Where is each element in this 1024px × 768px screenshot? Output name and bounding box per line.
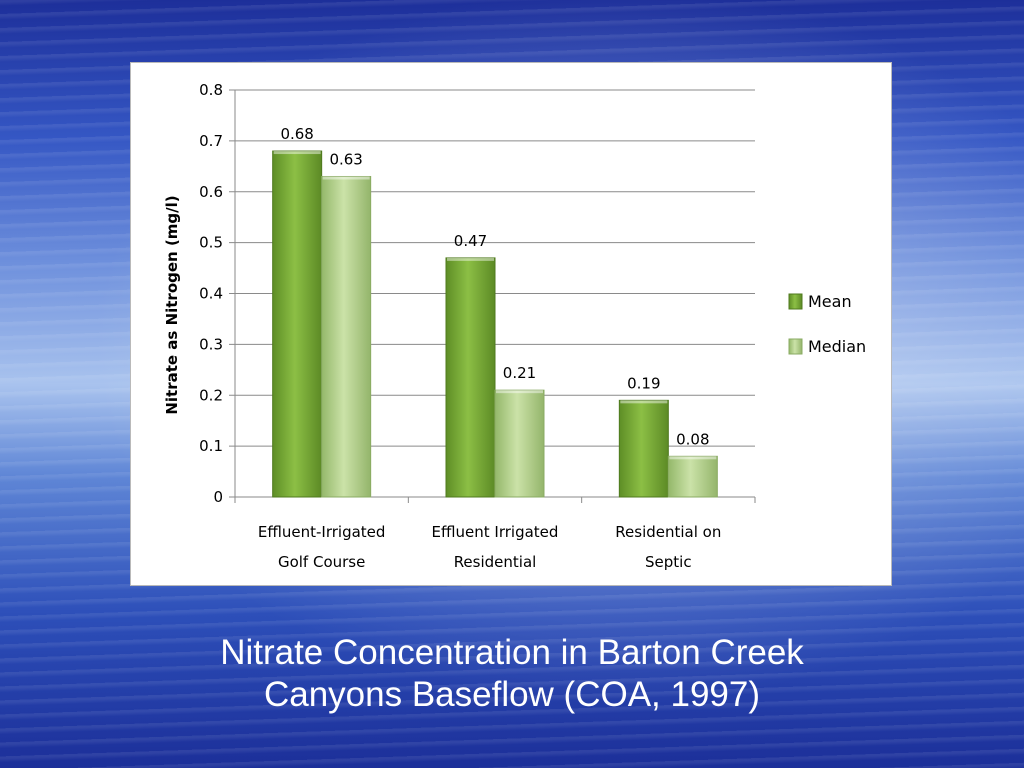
slide-title-line-1: Nitrate Concentration in Barton Creek — [220, 633, 804, 672]
bar-highlight — [496, 390, 543, 394]
data-label: 0.63 — [329, 150, 362, 168]
slide-title-line-2: Canyons Baseflow (COA, 1997) — [263, 675, 761, 714]
category-label: Residential on — [615, 523, 721, 541]
bar-highlight — [447, 257, 494, 261]
axes: 0 0.1 0.2 0.3 0.4 0.5 0.6 0.7 0.8 Effluent-Irriga… — [199, 81, 756, 571]
legend: Mean Median — [788, 292, 866, 356]
legend-swatch-mean — [788, 293, 803, 310]
chart-panel: 0 0.1 0.2 0.3 0.4 0.5 0.6 0.7 0.8 Effluent-Irriga… — [130, 62, 892, 586]
y-tick-label: 0.3 — [199, 335, 223, 353]
bar-chart: 0 0.1 0.2 0.3 0.4 0.5 0.6 0.7 0.8 Effluent-Irriga… — [163, 81, 866, 571]
y-tick-label: 0.2 — [199, 386, 223, 404]
y-axis-label: Nitrate as Nitrogen (mg/l) — [163, 195, 181, 414]
data-label: 0.68 — [280, 125, 313, 143]
bar-mean — [445, 257, 496, 498]
category-label: Residential — [454, 553, 537, 571]
bar-median — [494, 389, 545, 498]
category-label: Septic — [645, 553, 692, 571]
y-tick-label: 0.8 — [199, 81, 223, 99]
data-label: 0.21 — [503, 364, 536, 382]
y-tick-label: 0.6 — [199, 183, 223, 201]
bar-median — [321, 175, 372, 498]
data-labels: 0.68 0.47 0.19 0.63 0.21 0.08 — [280, 125, 709, 448]
y-tick-label: 0.1 — [199, 437, 223, 455]
bar-mean — [618, 399, 669, 498]
category-label: Effluent-Irrigated — [258, 523, 386, 541]
data-label: 0.47 — [454, 232, 487, 250]
y-tick-label: 0.5 — [199, 234, 223, 252]
category-label: Golf Course — [278, 553, 365, 571]
bar-mean — [272, 150, 323, 498]
y-tick-label: 0 — [213, 488, 223, 506]
bars — [272, 150, 718, 498]
y-tick-label: 0.4 — [199, 285, 223, 303]
legend-swatch-median — [788, 338, 803, 355]
data-label: 0.19 — [627, 374, 660, 392]
legend-label: Median — [808, 337, 866, 356]
bar-highlight — [669, 456, 717, 460]
legend-label: Mean — [808, 292, 852, 311]
bar-median — [667, 455, 718, 498]
slide-title: Nitrate Concentration in Barton Creek Ca… — [0, 632, 1024, 716]
bar-highlight — [322, 176, 370, 180]
y-tick-label: 0.7 — [199, 132, 223, 150]
category-label: Effluent Irrigated — [432, 523, 559, 541]
bar-highlight — [620, 400, 668, 404]
data-label: 0.08 — [676, 430, 709, 448]
bar-highlight — [273, 151, 321, 155]
